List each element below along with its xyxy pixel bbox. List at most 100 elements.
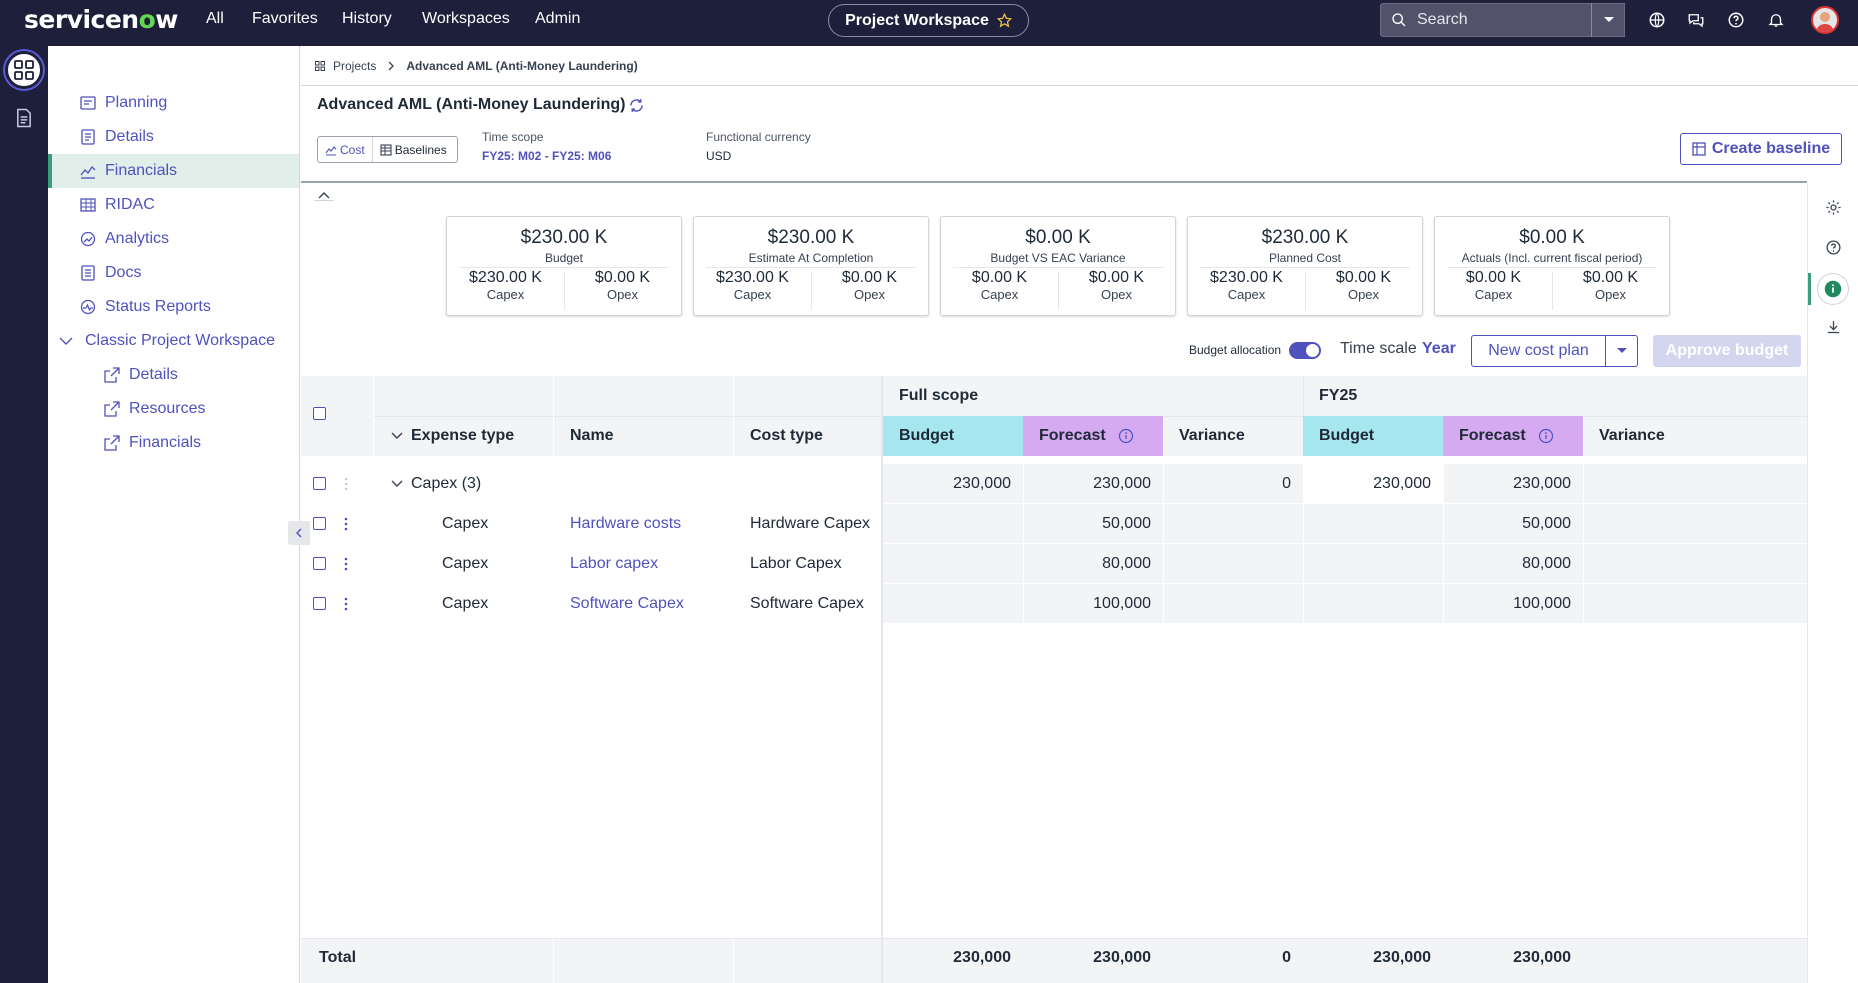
sidebar-item-status-reports[interactable]: Status Reports	[48, 290, 299, 324]
kpi-split	[1305, 272, 1306, 310]
tab-cost[interactable]: Cost	[318, 137, 373, 162]
row-checkbox[interactable]	[313, 557, 326, 570]
new-cost-plan-button[interactable]: New cost plan	[1471, 335, 1606, 367]
sidebar-subitem-details[interactable]: Details	[48, 358, 299, 392]
nav-all[interactable]: All	[206, 10, 224, 27]
financials-icon	[80, 165, 96, 179]
search-input[interactable]: Search	[1380, 3, 1625, 37]
sidebar-item-label: RIDAC	[105, 196, 155, 213]
user-avatar[interactable]	[1811, 6, 1839, 34]
select-all-checkbox[interactable]	[313, 407, 326, 420]
total-fy-forecast: 230,000	[1513, 949, 1571, 966]
group-row-fy-budget[interactable]: 230,000	[1373, 475, 1431, 492]
cell-full-forecast[interactable]: 50,000	[1102, 515, 1151, 532]
info-icon[interactable]	[1538, 428, 1554, 444]
cell-name-link[interactable]: Labor capex	[570, 555, 659, 572]
row-actions-icon[interactable]	[344, 557, 348, 571]
docs-icon	[81, 265, 95, 281]
kpi-opex-label: Opex	[853, 287, 886, 302]
sidebar-item-planning[interactable]: Planning	[48, 86, 299, 120]
sub-header-fy-variance[interactable]: Variance	[1583, 416, 1723, 456]
sub-header-fy-budget[interactable]: Budget	[1303, 416, 1443, 456]
chevron-up-icon[interactable]	[316, 189, 332, 201]
cell-full-forecast[interactable]: 100,000	[1093, 595, 1151, 612]
nav-workspaces[interactable]: Workspaces	[422, 10, 510, 27]
cell-name-link[interactable]: Hardware costs	[570, 515, 682, 532]
sidebar-subitem-resources[interactable]: Resources	[48, 392, 299, 426]
refresh-icon[interactable]	[628, 97, 645, 114]
row-actions-icon[interactable]	[344, 517, 348, 531]
info-panel-button[interactable]	[1818, 274, 1848, 304]
sub-header-fy-forecast[interactable]: Forecast	[1443, 416, 1583, 456]
cell-name-link[interactable]: Software Capex	[570, 595, 684, 612]
sidebar-subitem-financials[interactable]: Financials	[48, 426, 299, 460]
col-header-name[interactable]: Name	[570, 427, 614, 444]
cell-fy-forecast[interactable]: 100,000	[1513, 595, 1571, 612]
create-baseline-button[interactable]: Create baseline	[1680, 133, 1842, 165]
kpi-capex-label: Capex	[1227, 287, 1266, 302]
row-checkbox[interactable]	[313, 477, 326, 490]
row-checkbox[interactable]	[313, 517, 326, 530]
star-icon[interactable]	[996, 13, 1012, 28]
row-actions-icon[interactable]	[344, 597, 348, 611]
sub-header-full-budget[interactable]: Budget	[883, 416, 1023, 456]
servicenow-logo[interactable]: servicenow	[24, 5, 178, 34]
workspace-pill[interactable]: Project Workspace	[828, 4, 1029, 37]
sidebar-item-docs[interactable]: Docs	[48, 256, 299, 290]
group-row-fy-forecast: 230,000	[1513, 475, 1571, 492]
baseline-plus-icon	[1692, 142, 1706, 156]
tab-baselines[interactable]: Baselines	[373, 137, 454, 162]
cell-fy-forecast[interactable]: 80,000	[1522, 555, 1571, 572]
kpi-divider	[459, 267, 669, 268]
new-cost-plan-dropdown[interactable]	[1605, 335, 1638, 367]
breadcrumb: Projects Advanced AML (Anti-Money Launde…	[301, 46, 1858, 86]
nav-history[interactable]: History	[342, 10, 392, 27]
approve-budget-button[interactable]: Approve budget	[1653, 335, 1801, 367]
row-checkbox[interactable]	[313, 597, 326, 610]
globe-icon[interactable]	[1648, 11, 1666, 29]
breadcrumb-projects-link[interactable]: Projects	[333, 58, 377, 73]
chat-icon[interactable]	[1687, 11, 1705, 29]
sidebar-item-label: Financials	[105, 162, 178, 179]
sub-header-full-forecast[interactable]: Forecast	[1023, 416, 1163, 456]
time-scope-value[interactable]: FY25: M02 - FY25: M06	[482, 149, 612, 163]
gear-icon[interactable]	[1825, 199, 1842, 216]
budget-allocation-toggle[interactable]	[1289, 342, 1321, 359]
info-icon[interactable]	[1118, 428, 1134, 444]
kpi-label: Budget	[544, 251, 584, 265]
cell-full-forecast[interactable]: 80,000	[1102, 555, 1151, 572]
top-navigation: servicenow All Favorites History Workspa…	[0, 0, 1858, 46]
chevron-down-icon	[59, 337, 73, 345]
col-header-expense-type[interactable]: Expense type	[391, 416, 514, 456]
help-icon[interactable]	[1727, 11, 1745, 29]
group-row-label: Capex (3)	[411, 475, 482, 492]
kpi-capex-label: Capex	[980, 287, 1019, 302]
cell-expense-type: Capex	[442, 515, 489, 532]
nav-favorites[interactable]: Favorites	[252, 10, 318, 27]
sidebar-item-details[interactable]: Details	[48, 120, 299, 154]
drag-handle-icon[interactable]	[344, 477, 348, 491]
search-scope-dropdown[interactable]	[1591, 3, 1625, 37]
collapse-sidebar-button[interactable]	[288, 521, 310, 545]
sidebar-item-ridac[interactable]: RIDAC	[48, 188, 299, 222]
external-link-icon	[104, 435, 120, 451]
group-row-capex[interactable]: Capex (3)	[391, 464, 481, 504]
sub-header-full-variance[interactable]: Variance	[1163, 416, 1303, 456]
kpi-opex: $0.00 K Opex	[1552, 269, 1669, 302]
time-scale-value[interactable]: Year	[1422, 340, 1456, 357]
cell-fy-forecast[interactable]: 50,000	[1522, 515, 1571, 532]
download-icon[interactable]	[1825, 319, 1842, 336]
document-icon[interactable]	[14, 108, 33, 128]
col-divider	[1583, 416, 1584, 624]
all-apps-button[interactable]	[5, 51, 43, 89]
nav-admin[interactable]: Admin	[535, 10, 581, 27]
notifications-bell-icon[interactable]	[1767, 11, 1785, 29]
col-header-cost-type[interactable]: Cost type	[750, 427, 823, 444]
kpi-opex-value: $0.00 K	[1335, 269, 1392, 286]
kpi-divider	[953, 267, 1163, 268]
sidebar-group-classic-project-workspace[interactable]: Classic Project Workspace	[48, 324, 299, 358]
sidebar-item-analytics[interactable]: Analytics	[48, 222, 299, 256]
help-icon[interactable]	[1825, 239, 1842, 256]
sidebar-item-financials[interactable]: Financials	[48, 154, 299, 188]
fy-budget-editable-cell[interactable]	[1303, 464, 1443, 504]
